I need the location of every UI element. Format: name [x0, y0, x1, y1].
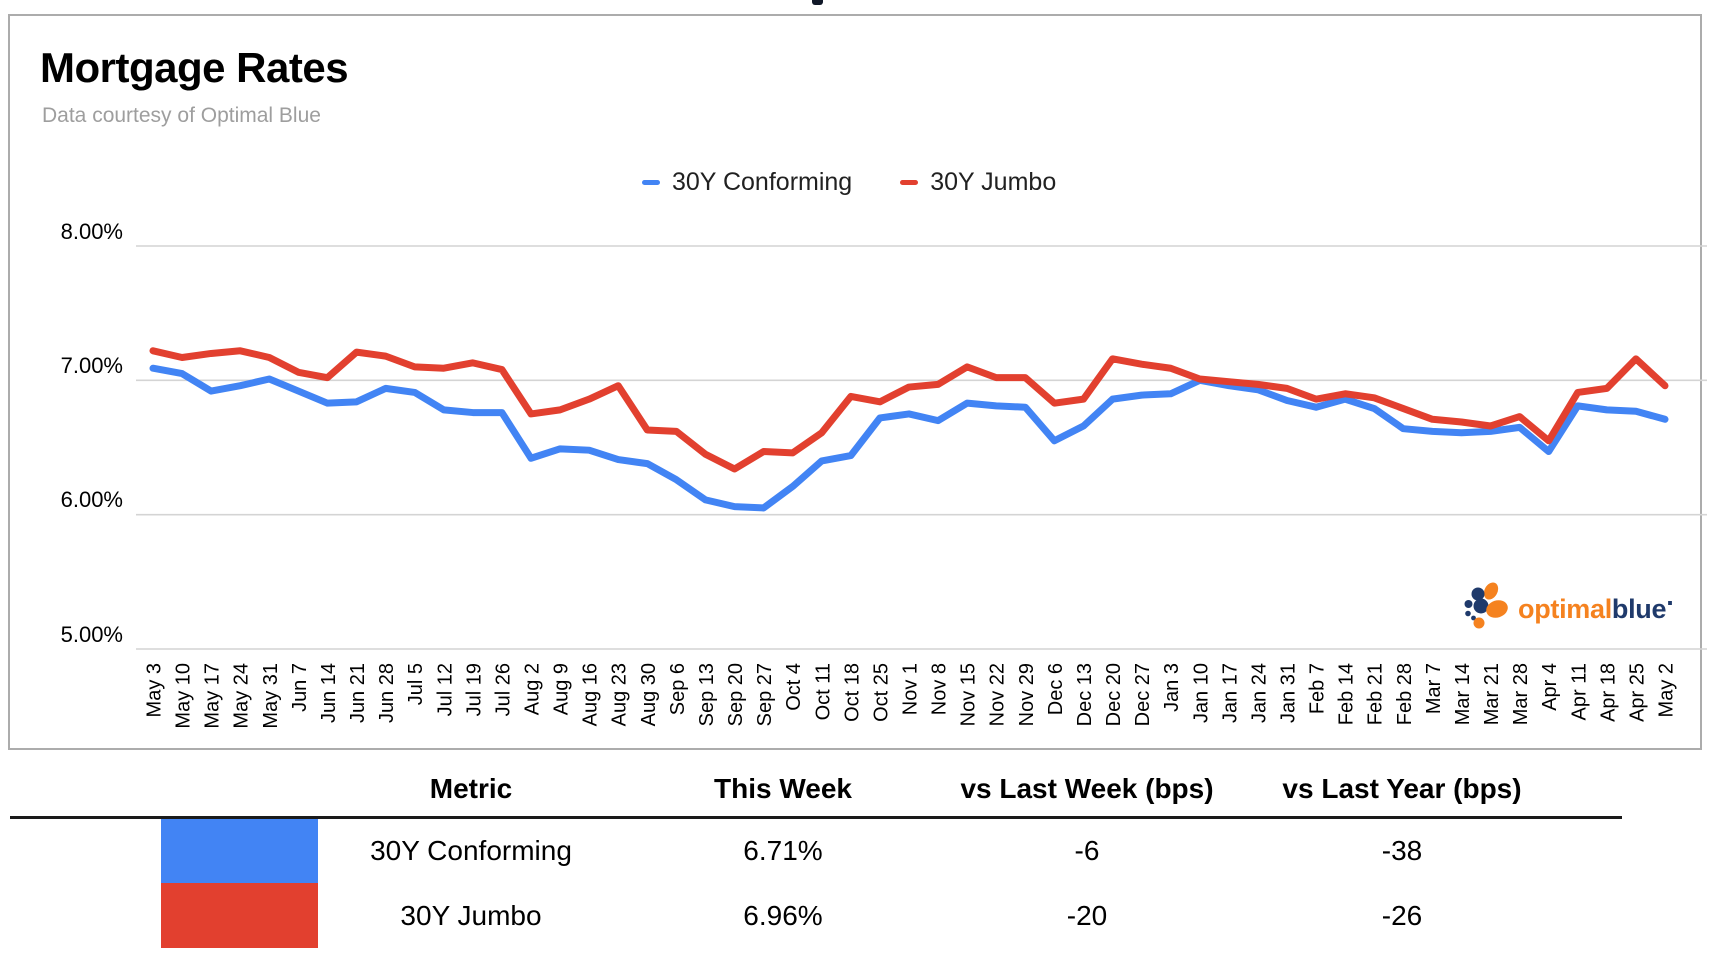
x-axis-tick-label: Nov 29 — [1016, 663, 1038, 726]
x-axis-tick-label: Sep 13 — [696, 663, 718, 726]
x-axis-tick-label: Mar 14 — [1452, 663, 1474, 725]
x-axis-tick-label: Nov 8 — [929, 663, 951, 715]
legend-item-conforming: 30Y Conforming — [642, 168, 852, 197]
x-axis-tick-label: Jan 10 — [1190, 663, 1212, 723]
x-axis-tick-label: Oct 11 — [812, 663, 834, 720]
x-axis-tick-label: Jul 5 — [405, 663, 427, 705]
legend-item-jumbo: 30Y Jumbo — [900, 168, 1056, 197]
x-axis-tick-label: Aug 2 — [522, 663, 544, 715]
x-axis-tick-label: Dec 20 — [1103, 663, 1125, 726]
jumbo-line-swatch-icon — [900, 180, 919, 185]
series-line-30y-jumbo — [149, 347, 1669, 473]
x-axis-tick-label: Feb 28 — [1394, 663, 1416, 725]
chart-card: Mortgage Rates Data courtesy of Optimal … — [8, 14, 1707, 750]
table-cell-vs-last-week: -6 — [1074, 835, 1100, 866]
x-axis-tick-label: May 3 — [144, 663, 166, 717]
optimal-blue-logo-text: optimalblue· — [1518, 587, 1675, 624]
y-axis-label: 6.00% — [60, 487, 123, 512]
table-cell-this-week: 6.96% — [743, 900, 823, 931]
chart-legend: 30Y Conforming 30Y Jumbo — [642, 168, 1056, 197]
x-axis-tick-label: Jan 17 — [1219, 663, 1241, 723]
x-axis-tick-label: Aug 23 — [609, 663, 631, 726]
table-header-this-week: This Week — [714, 773, 852, 804]
x-axis-tick-label: Apr 11 — [1568, 663, 1590, 720]
x-axis-tick-label: Aug 9 — [551, 663, 573, 715]
table-cell-vs-last-year: -38 — [1381, 835, 1423, 866]
y-axis-label: 7.00% — [60, 353, 123, 378]
table-header-rule — [10, 816, 1622, 819]
x-axis-tick-label: Mar 21 — [1481, 663, 1503, 725]
x-axis-tick-label: Jul 12 — [434, 663, 456, 716]
x-axis-tick-label: Mar 7 — [1423, 663, 1445, 714]
x-axis-tick-label: May 31 — [260, 663, 282, 729]
x-axis-tick-label: Jun 28 — [376, 663, 398, 723]
optimal-blue-logo: optimalblue· — [1462, 582, 1675, 630]
x-axis-tick-label: Jul 19 — [463, 663, 485, 716]
chart-plot: May 3 May 10 May 17 May 24 May 31 Jun 7 Jun 14… — [136, 245, 1707, 729]
x-axis-tick-label: Aug 30 — [638, 663, 660, 726]
x-axis-tick-label: Mar 28 — [1510, 663, 1532, 725]
x-axis-tick-label: Apr 4 — [1539, 663, 1561, 711]
clipped-text-fragment — [812, 0, 823, 5]
x-axis-tick-label: Dec 13 — [1074, 663, 1096, 726]
x-axis-tick-label: May 2 — [1656, 663, 1678, 717]
conforming-color-swatch — [161, 819, 318, 883]
x-axis-tick-label: Jun 21 — [347, 663, 369, 723]
y-axis-label: 8.00% — [60, 219, 123, 244]
table-header-metric: Metric — [429, 773, 513, 804]
chart-subtitle: Data courtesy of Optimal Blue — [42, 104, 321, 127]
x-axis-tick-label: Dec 6 — [1045, 663, 1067, 715]
x-axis-tick-label: Jan 3 — [1161, 663, 1183, 712]
legend-label: 30Y Jumbo — [930, 168, 1057, 196]
x-axis-tick-label: Jun 14 — [318, 663, 340, 723]
chart-title: Mortgage Rates — [40, 44, 349, 91]
x-axis-tick-label: Jul 26 — [492, 663, 514, 716]
x-axis-tick-label: Sep 6 — [667, 663, 689, 715]
x-axis-tick-label: Feb 21 — [1365, 663, 1387, 725]
x-axis-tick-label: Nov 15 — [958, 663, 980, 726]
table-header-vs-last-year: vs Last Year (bps) — [1282, 773, 1522, 804]
x-axis-tick-label: Jun 7 — [289, 663, 311, 712]
x-axis-tick-label: Feb 14 — [1336, 663, 1358, 725]
y-axis-label: 5.00% — [60, 622, 123, 647]
x-axis-tick-label: Oct 4 — [783, 663, 805, 711]
legend-label: 30Y Conforming — [672, 168, 853, 196]
optimal-blue-logo-icon — [1464, 582, 1508, 629]
x-axis-tick-label: Aug 16 — [580, 663, 602, 726]
table-header-vs-last-week: vs Last Week (bps) — [960, 773, 1214, 804]
x-axis-tick-label: May 10 — [173, 663, 195, 729]
jumbo-color-swatch — [161, 883, 318, 948]
x-axis-tick-label: Jan 31 — [1278, 663, 1300, 723]
x-axis-tick-label: Dec 27 — [1132, 663, 1154, 726]
table-cell-metric: 30Y Conforming — [370, 835, 572, 866]
x-axis-tick-label: Apr 25 — [1626, 663, 1648, 722]
table-cell-vs-last-year: -26 — [1381, 900, 1423, 931]
table-cell-this-week: 6.71% — [743, 835, 823, 866]
x-axis-tick-label: Sep 20 — [725, 663, 747, 726]
x-axis-tick-label: May 17 — [202, 663, 224, 729]
x-axis-tick-label: Nov 22 — [987, 663, 1009, 726]
table-cell-vs-last-week: -20 — [1066, 900, 1108, 931]
x-axis-tick-label: Nov 1 — [900, 663, 922, 715]
series-line-30y-conforming — [149, 364, 1669, 512]
x-axis-tick-label: Oct 18 — [841, 663, 863, 722]
x-axis-tick-label: Oct 25 — [870, 663, 892, 722]
x-axis-tick-label: May 24 — [231, 663, 253, 729]
x-axis-tick-label: Feb 7 — [1307, 663, 1329, 714]
x-axis-tick-label: Jan 24 — [1248, 663, 1270, 723]
x-axis-tick-label: Apr 18 — [1597, 663, 1619, 722]
conforming-line-swatch-icon — [642, 180, 660, 185]
x-axis-tick-label: Sep 27 — [754, 663, 776, 726]
table-cell-metric: 30Y Jumbo — [400, 900, 542, 931]
